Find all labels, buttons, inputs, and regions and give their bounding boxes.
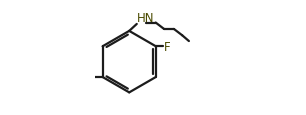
Text: HN: HN — [137, 12, 155, 24]
Text: F: F — [164, 40, 170, 53]
